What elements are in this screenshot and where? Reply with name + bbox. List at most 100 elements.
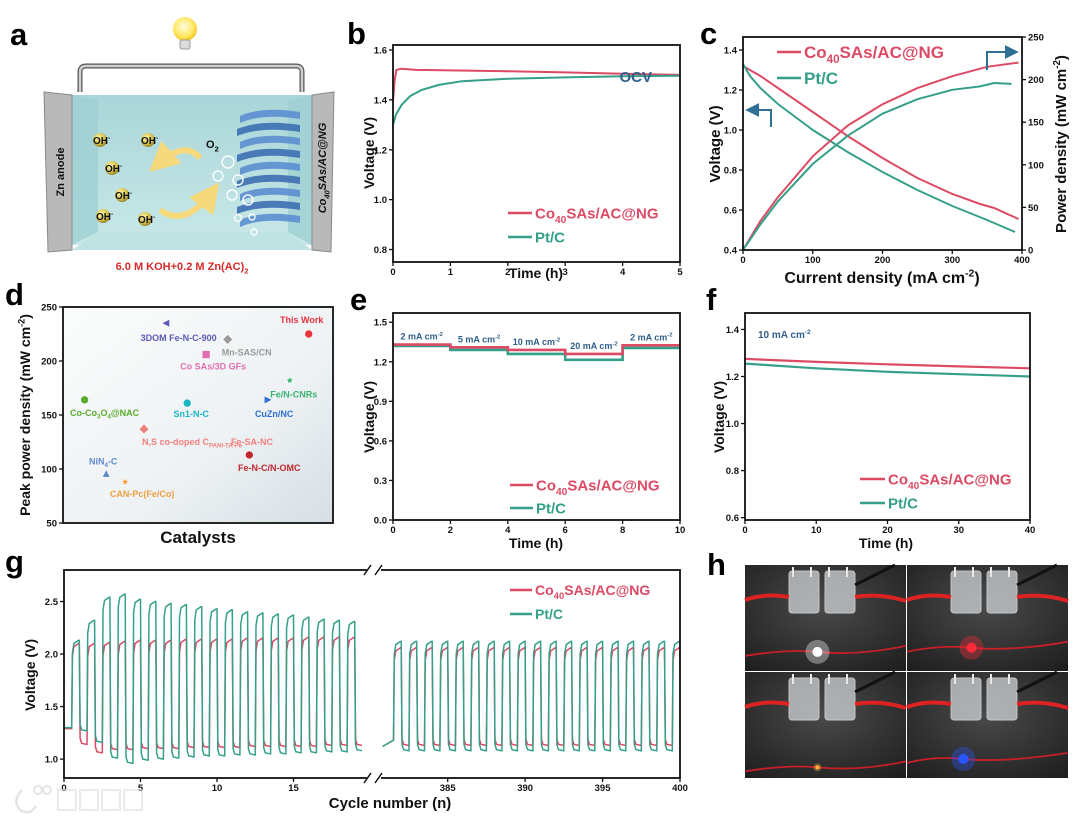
text-segment: Co: [804, 43, 827, 62]
plot-frame: [62, 306, 334, 524]
axis-break-gap: [367, 566, 381, 574]
text-segment: 2: [215, 144, 219, 153]
x-tick-label: 10: [675, 525, 686, 536]
x-tick-label: 1: [448, 267, 454, 278]
text-segment: Peak power density (mW cm: [17, 327, 33, 516]
light-bulb-icon: [173, 17, 197, 41]
ocv-annotation: OCV: [619, 69, 652, 86]
y-tick-label: 1.2: [374, 357, 387, 368]
y-tick-label: 1.0: [374, 195, 387, 206]
watermark-glyph: [101, 789, 121, 811]
zinc-anode: [43, 91, 73, 253]
scatter-point: [222, 333, 234, 345]
text-segment: 10 mA cm: [513, 337, 555, 347]
x-tick-label: 0: [740, 255, 745, 266]
y-tick-label: 1.0: [726, 419, 739, 430]
y-tick-label: 200: [41, 357, 57, 368]
led-light: [966, 642, 977, 653]
text-segment: Fe-SA-NC: [231, 437, 273, 447]
text-segment: PANI-TA-Fe: [209, 443, 243, 450]
y-tick-label: 1.2: [726, 372, 739, 383]
plot-frame: [744, 312, 1031, 521]
text-segment: 40: [322, 189, 331, 199]
scatter-point: [120, 476, 131, 487]
panel-label-g: g: [5, 544, 24, 579]
x-tick-label: 30: [953, 525, 964, 536]
catalyst-sheet: [237, 122, 300, 136]
wire: [77, 63, 305, 92]
text-segment: Time (h): [509, 265, 563, 281]
series-line-pt: [744, 362, 1031, 378]
text-segment: @NAC: [111, 408, 140, 418]
x-tick-label: 15: [288, 783, 299, 794]
series-line-co: [744, 357, 1031, 370]
x-tick-label: 395: [595, 783, 612, 794]
current-step-label: 2 mA cm-2: [630, 332, 673, 342]
text-segment: Co SAs/3D GFs: [180, 362, 246, 372]
y2-tick-label: 200: [1028, 75, 1044, 86]
point-label: Co SAs/3D GFs: [180, 362, 246, 372]
y-tick-label: 0.8: [724, 166, 737, 177]
axis-break-mark: [374, 772, 383, 784]
electrolyte-caption: 6.0 M KOH+0.2 M Zn(AC)2: [116, 261, 249, 275]
current-annotation: 10 mA cm-2: [758, 329, 811, 341]
y-tick-label: 1.0: [45, 755, 58, 766]
text-segment: Co: [535, 205, 555, 222]
wire-highlight: [78, 64, 304, 92]
x-tick-label: 5: [677, 267, 683, 278]
tank-left-wall: [72, 95, 98, 245]
y-axis-label: Voltage (V): [711, 381, 727, 453]
y-tick-label: 250: [41, 303, 57, 314]
current-step-label: 20 mA cm-2: [570, 341, 618, 351]
text-segment: 40: [554, 591, 565, 602]
black-wire: [854, 563, 896, 587]
x-tick-label: 390: [517, 783, 533, 794]
y-tick-label: 0.8: [726, 466, 739, 477]
x-tick-label: 40: [1025, 525, 1036, 536]
cathode-label: Co40SAs/AC@NG: [317, 122, 331, 213]
text-segment: Co: [888, 471, 908, 488]
text-segment: SAs/AC@NG: [840, 43, 944, 62]
y-tick-label: 0.3: [374, 476, 387, 487]
text-segment: Voltage (V): [361, 117, 377, 189]
text-segment: OH: [93, 136, 108, 147]
axis-break-mark: [374, 564, 383, 576]
hydroxide-ion: [115, 188, 129, 202]
point-label: CuZn/NC: [255, 409, 294, 419]
oxygen-bubble: [212, 170, 224, 182]
x-tick-label: 400: [1014, 255, 1030, 266]
battery-cell: [824, 570, 856, 614]
scatter-point: [101, 468, 111, 478]
plot-frame: [742, 36, 1023, 251]
point-label: N,S co-doped CPANI-TA-Fe: [142, 437, 243, 450]
text-segment: Co: [317, 198, 329, 213]
panel-label-a: a: [10, 17, 28, 52]
battery-cell: [950, 570, 982, 614]
text-segment: Co: [536, 477, 556, 494]
series-line-pt: [393, 344, 680, 362]
legend-label-pt: Pt/C: [888, 495, 918, 512]
text-segment: 4: [107, 414, 111, 421]
watermark-swirl: [15, 789, 38, 814]
text-segment: Fe/N-CNRs: [270, 389, 317, 399]
text-segment: NiN: [89, 456, 105, 466]
series-line-pt-right: [382, 640, 680, 752]
battery-cell: [950, 677, 982, 721]
panel-label-h: h: [707, 547, 726, 582]
text-segment: Fe-N-C/N-OMC: [238, 463, 301, 473]
oxygen-bubble: [242, 194, 254, 206]
y-tick-label: 150: [41, 411, 57, 422]
hydroxide-label: OH-: [115, 190, 132, 202]
point-label: Fe-N-C/N-OMC: [238, 463, 301, 473]
x-tick-label: 0: [742, 525, 747, 536]
legend-label-pt: Pt/C: [804, 69, 838, 88]
text-segment: -2: [667, 333, 673, 339]
watermark-glyph: [79, 789, 99, 811]
legend-label-co: Co40SAs/AC@NG: [535, 205, 658, 226]
text-segment: -2: [495, 335, 501, 341]
y-tick-label: 2.0: [45, 650, 58, 661]
x-tick-label: 2: [505, 267, 510, 278]
text-segment: Sn1-N-C: [173, 409, 209, 419]
text-segment: Voltage (V): [711, 381, 727, 453]
y-axis-label: Voltage (V): [361, 117, 377, 189]
